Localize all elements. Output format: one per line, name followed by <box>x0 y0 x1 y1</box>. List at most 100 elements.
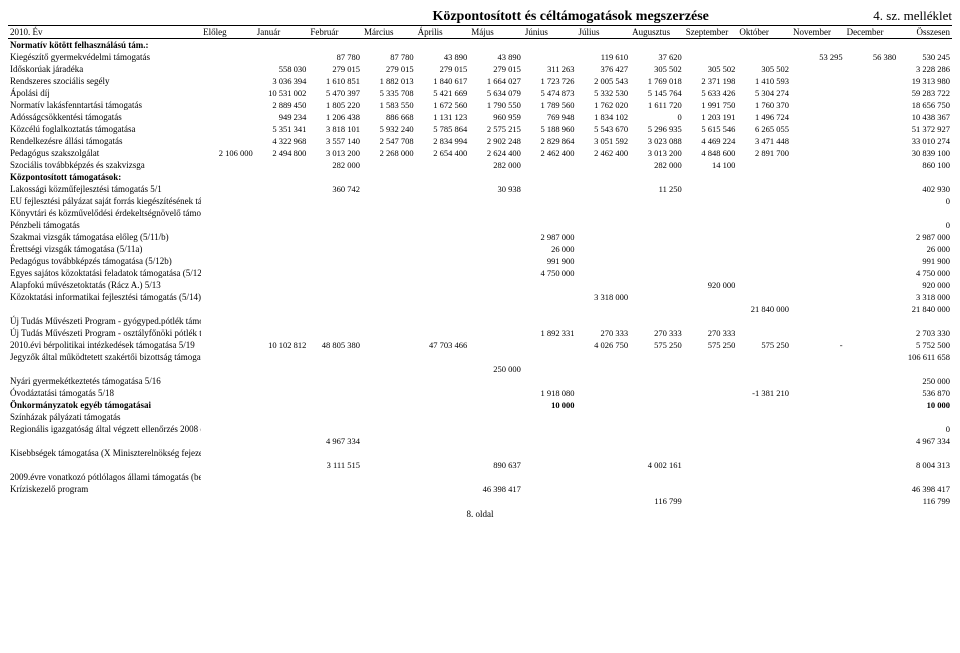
cell: 311 263 <box>523 63 577 75</box>
cell <box>576 447 630 459</box>
cell <box>469 279 523 291</box>
cell <box>523 459 577 471</box>
cell: 250 000 <box>469 363 523 375</box>
cell: 3 051 592 <box>576 135 630 147</box>
cell <box>362 423 416 435</box>
cell: 4 750 000 <box>898 267 952 279</box>
cell: 3 228 286 <box>898 63 952 75</box>
cell: 270 333 <box>576 327 630 339</box>
col-header: Január <box>255 26 309 39</box>
cell <box>255 327 309 339</box>
table-row: Rendelkezésre állási támogatás4 322 9683… <box>8 135 952 147</box>
cell <box>737 411 791 423</box>
cell <box>737 51 791 63</box>
cell <box>684 363 738 375</box>
cell <box>630 267 684 279</box>
row-label: Rendelkezésre állási támogatás <box>8 135 201 147</box>
cell <box>845 135 899 147</box>
cell <box>630 471 684 483</box>
table-row: 2010.évi bérpolitikai intézkedések támog… <box>8 339 952 351</box>
cell <box>737 375 791 387</box>
cell <box>737 483 791 495</box>
cell: 2 987 000 <box>898 231 952 243</box>
cell <box>201 459 255 471</box>
cell: 3 318 000 <box>898 291 952 303</box>
cell: 991 900 <box>898 255 952 267</box>
cell: 2 891 700 <box>737 147 791 159</box>
cell: 949 234 <box>255 111 309 123</box>
cell <box>684 183 738 195</box>
cell <box>684 399 738 411</box>
cell: 282 000 <box>630 159 684 171</box>
cell <box>630 231 684 243</box>
cell: 2 268 000 <box>362 147 416 159</box>
cell <box>684 483 738 495</box>
row-label <box>8 303 201 315</box>
cell <box>523 207 577 219</box>
cell <box>791 399 845 411</box>
cell <box>791 303 845 315</box>
row-label: Adósságcsökkentési támogatás <box>8 111 201 123</box>
table-row: Közcélú foglalkoztatás támogatása5 351 3… <box>8 123 952 135</box>
cell <box>362 327 416 339</box>
cell <box>362 339 416 351</box>
cell <box>362 195 416 207</box>
cell <box>523 291 577 303</box>
cell: 51 372 927 <box>898 123 952 135</box>
cell: 10 102 812 <box>255 339 309 351</box>
cell: 43 890 <box>416 51 470 63</box>
cell <box>576 423 630 435</box>
table-row: Pedagógus szakszolgálat2 106 0002 494 80… <box>8 147 952 159</box>
cell: 530 245 <box>898 51 952 63</box>
cell: 48 805 380 <box>308 339 362 351</box>
cell <box>201 111 255 123</box>
cell <box>684 315 738 327</box>
cell <box>630 243 684 255</box>
cell <box>416 375 470 387</box>
cell <box>416 459 470 471</box>
cell <box>791 327 845 339</box>
cell <box>684 291 738 303</box>
cell <box>684 435 738 447</box>
col-header: Szeptember <box>684 26 738 39</box>
cell <box>898 315 952 327</box>
cell <box>308 363 362 375</box>
cell <box>737 255 791 267</box>
cell <box>845 171 899 183</box>
table-head: 2010. Év ElőlegJanuárFebruárMárciusÁpril… <box>8 26 952 39</box>
cell <box>845 327 899 339</box>
cell <box>630 195 684 207</box>
cell <box>469 315 523 327</box>
cell <box>737 471 791 483</box>
cell: 5 351 341 <box>255 123 309 135</box>
cell <box>416 447 470 459</box>
row-label: Egyes sajátos közoktatási feladatok támo… <box>8 267 201 279</box>
cell <box>523 363 577 375</box>
row-label: Kríziskezelő program <box>8 483 201 495</box>
cell <box>255 447 309 459</box>
cell <box>201 291 255 303</box>
cell <box>630 435 684 447</box>
cell <box>845 63 899 75</box>
row-label: Időskorúak járadéka <box>8 63 201 75</box>
cell: 1 882 013 <box>362 75 416 87</box>
cell <box>737 159 791 171</box>
cell <box>201 255 255 267</box>
cell: 1 203 191 <box>684 111 738 123</box>
year-header: 2010. Év <box>8 26 201 39</box>
cell <box>684 39 738 52</box>
cell <box>469 207 523 219</box>
table-row: Ápolási díj10 531 0025 470 3975 335 7085… <box>8 87 952 99</box>
cell <box>791 219 845 231</box>
cell <box>737 495 791 507</box>
cell <box>362 255 416 267</box>
cell <box>845 183 899 195</box>
cell: 1 769 018 <box>630 75 684 87</box>
cell <box>308 483 362 495</box>
cell <box>362 375 416 387</box>
table-row: Egyes sajátos közoktatási feladatok támo… <box>8 267 952 279</box>
cell <box>576 435 630 447</box>
cell <box>684 411 738 423</box>
cell <box>576 159 630 171</box>
cell <box>201 39 255 52</box>
